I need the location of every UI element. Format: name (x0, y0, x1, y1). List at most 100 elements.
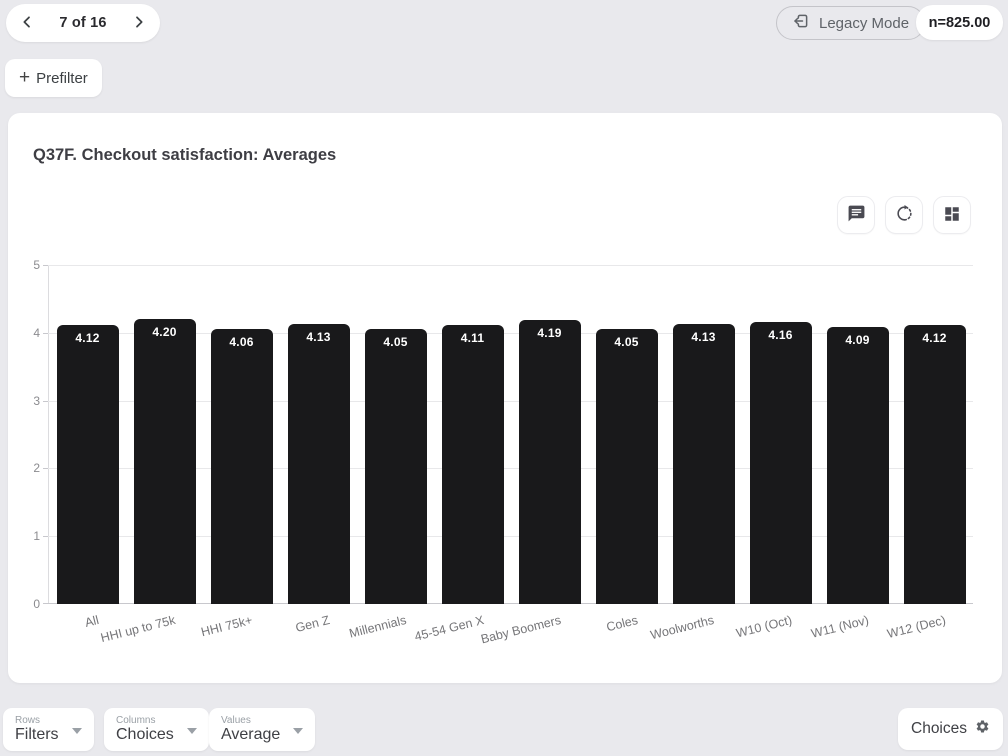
bar[interactable]: 4.06 (210, 328, 273, 604)
chevron-down-icon (293, 728, 304, 734)
bar-value-label: 4.11 (460, 331, 485, 346)
y-tick (43, 332, 48, 334)
gear-icon (975, 719, 990, 739)
x-axis-label: W12 (Dec) (885, 613, 947, 642)
rows-dropdown[interactable]: Rows Filters (3, 708, 94, 751)
gridline (48, 332, 973, 334)
x-axis-label: All (83, 613, 100, 630)
dashboard-view-button[interactable] (933, 196, 971, 234)
bar-slot: 4.06 HHI 75k+ (200, 265, 280, 639)
x-axis-label: W11 (Nov) (809, 613, 870, 641)
values-dropdown-label: Values (221, 714, 251, 726)
y-axis-label: 1 (33, 529, 40, 544)
y-axis-label: 3 (33, 393, 40, 408)
columns-dropdown-label: Columns (116, 714, 156, 726)
bar[interactable]: 4.12 (903, 324, 966, 604)
gridline (48, 603, 973, 604)
prefilter-label: Prefilter (36, 69, 88, 87)
bar[interactable]: 4.05 (364, 329, 427, 604)
gridline (48, 265, 973, 266)
bar[interactable]: 4.16 (749, 321, 812, 604)
y-axis-label: 2 (33, 461, 40, 476)
legacy-mode-label: Legacy Mode (819, 14, 910, 32)
comment-button[interactable] (837, 196, 875, 234)
plus-icon: + (19, 66, 31, 88)
rotate-icon (895, 204, 914, 226)
bar-slot: 4.13 Gen Z (280, 265, 357, 635)
bar-slot: 4.12 W12 (Dec) (886, 265, 973, 641)
rerun-button[interactable] (885, 196, 923, 234)
bar[interactable]: 4.09 (826, 326, 889, 604)
bar-slot: 4.19 Baby Boomers (479, 265, 588, 646)
sample-size-badge: n=825.00 (916, 5, 1003, 40)
choices-settings-button[interactable]: Choices (898, 708, 1003, 750)
bar-value-label: 4.05 (383, 335, 408, 350)
bar-slot: 4.11 45-54 Gen X (413, 265, 511, 644)
bar-value-label: 4.05 (614, 335, 639, 350)
bar-slot: 4.20 HHI up to 75k (99, 265, 203, 645)
bar-value-label: 4.09 (845, 332, 870, 347)
choices-button-label: Choices (911, 720, 967, 737)
prefilter-button[interactable]: + Prefilter (5, 59, 102, 97)
x-axis-label: Millennials (347, 613, 408, 641)
y-axis-label: 5 (33, 258, 40, 272)
bar-value-label: 4.13 (306, 330, 331, 344)
x-axis-label: Baby Boomers (478, 613, 562, 647)
chevron-right-icon (131, 14, 147, 33)
values-dropdown-value: Average (221, 726, 281, 744)
y-tick (43, 603, 48, 604)
prev-page-button[interactable] (12, 8, 42, 38)
gridline (48, 468, 973, 470)
chevron-down-icon (186, 728, 197, 734)
values-dropdown[interactable]: Values Average (209, 708, 316, 751)
next-page-button[interactable] (124, 8, 154, 38)
x-axis-label: Woolworths (649, 613, 716, 643)
chevron-down-icon (71, 728, 82, 734)
bar-value-label: 4.16 (768, 327, 793, 342)
y-tick (43, 400, 48, 402)
columns-dropdown[interactable]: Columns Choices (104, 708, 209, 751)
bars-row: 4.12 All 4.20 HHI up to 75k 4.06 HHI 75k+ 4.13… (49, 265, 973, 646)
columns-dropdown-value: Choices (116, 726, 174, 744)
x-axis-label: Coles (604, 613, 639, 635)
y-axis-label: 0 (33, 597, 40, 611)
x-axis-label: W10 (Oct) (734, 613, 793, 641)
bar[interactable]: 4.11 (441, 325, 504, 604)
bar[interactable]: 4.12 (56, 324, 119, 604)
page-indicator: 7 of 16 (59, 15, 107, 31)
chart-title: Q37F. Checkout satisfaction: Averages (33, 146, 337, 164)
bar[interactable]: 4.20 (133, 319, 196, 604)
exit-to-app-icon (792, 12, 810, 34)
bar-value-label: 4.20 (152, 325, 177, 340)
gridline (48, 536, 973, 538)
bar[interactable]: 4.05 (595, 329, 658, 604)
bar-slot: 4.13 Woolworths (649, 265, 742, 642)
rows-dropdown-label: Rows (15, 714, 41, 726)
rows-dropdown-value: Filters (15, 726, 59, 744)
x-axis-label: HHI 75k+ (199, 613, 254, 640)
bar-slot: 4.12 All (49, 265, 126, 630)
y-tick (43, 265, 48, 266)
chevron-left-icon (19, 14, 35, 33)
bar-value-label: 4.12 (922, 330, 947, 345)
comment-icon (847, 204, 866, 226)
gridline (48, 400, 973, 402)
y-axis-line (48, 265, 49, 604)
y-axis-label: 4 (33, 325, 40, 340)
bar[interactable]: 4.13 (672, 324, 735, 604)
chart-card: Q37F. Checkout satisfaction: Averages (8, 113, 1002, 683)
bar-value-label: 4.13 (691, 330, 716, 344)
x-axis-label: 45-54 Gen X (412, 613, 485, 644)
legacy-mode-button[interactable]: Legacy Mode (776, 6, 926, 40)
bar[interactable]: 4.19 (518, 319, 581, 604)
dashboard-icon (943, 205, 961, 226)
x-axis-label: HHI up to 75k (99, 613, 177, 646)
bar-value-label: 4.12 (75, 330, 100, 345)
pagination: 7 of 16 (6, 4, 160, 42)
chart-toolbar (837, 196, 971, 234)
bar-slot: 4.05 Millennials (348, 265, 434, 641)
bar[interactable]: 4.13 (287, 324, 350, 604)
bar-slot: 4.16 W10 (Oct) (734, 265, 819, 640)
bar-value-label: 4.06 (229, 334, 254, 349)
